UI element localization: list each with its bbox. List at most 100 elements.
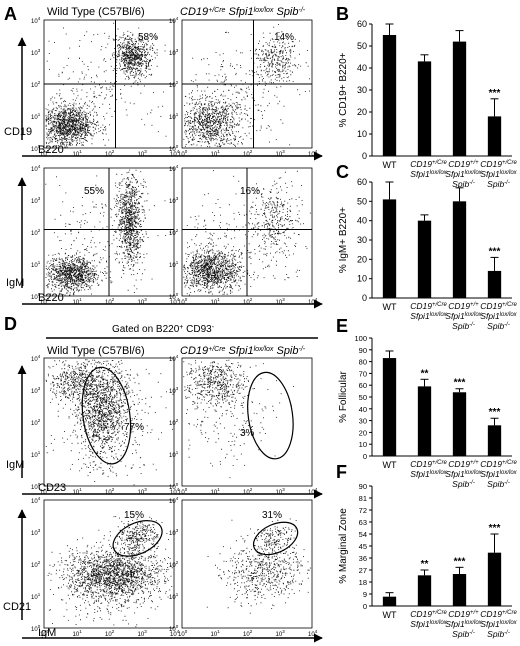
y-tick-label: 100	[31, 482, 41, 491]
category-label: WT	[383, 460, 397, 470]
y-tick-label: 103	[31, 386, 41, 395]
x-tick-label: 102	[105, 487, 115, 496]
bar	[452, 41, 467, 156]
category-label: Sfpi1lox/lox	[445, 169, 482, 179]
bar	[487, 552, 502, 606]
x-tick-label: 104	[170, 487, 180, 496]
y-tick-label: 50	[359, 393, 367, 402]
x-tick-label: 103	[138, 487, 148, 496]
x-tick-label: 102	[105, 629, 115, 638]
significance-label: ***	[489, 523, 501, 534]
y-tick-label: 101	[169, 450, 179, 459]
y-tick-label: 100	[169, 482, 179, 491]
y-tick-label: 30	[357, 235, 367, 245]
category-label: CD19+/Cre	[410, 301, 447, 311]
panel-letter-f: F	[336, 462, 347, 482]
y-tick-label: 0	[363, 452, 367, 461]
y-tick-label: 50	[357, 41, 367, 51]
y-tick-label: 102	[31, 80, 41, 89]
y-tick-label: 10	[357, 274, 367, 284]
category-label: Sfpi1lox/lox	[480, 619, 517, 629]
ellipse-gate	[247, 371, 294, 460]
y-tick-label: 20	[357, 254, 367, 264]
x-tick-label: 100	[178, 149, 188, 158]
y-tick-label: 0	[363, 602, 367, 611]
bar	[382, 596, 397, 606]
y-tick-label: 45	[359, 542, 367, 551]
y-tick-label: 101	[169, 592, 179, 601]
category-label: CD19+/Cre	[480, 159, 517, 169]
ellipse-gate	[252, 521, 299, 556]
x-tick-label: 103	[276, 487, 286, 496]
category-label: Sfpi1lox/lox	[445, 469, 482, 479]
bar	[487, 116, 502, 156]
y-axis-label: % IgM+ B220+	[338, 207, 349, 273]
bar	[452, 574, 467, 606]
x-tick-label: 103	[138, 297, 148, 306]
category-label: CD19+/Cre	[480, 609, 517, 619]
x-tick-label: 102	[243, 487, 253, 496]
x-tick-label: 100	[40, 297, 50, 306]
xlabel-igm-d: IgM	[38, 627, 56, 639]
y-tick-label: 72	[359, 506, 367, 515]
significance-label: ***	[489, 407, 501, 418]
y-tick-label: 60	[357, 19, 367, 29]
x-tick-label: 104	[170, 297, 180, 306]
gate-label: Gated on B220+ CD93-	[112, 324, 215, 336]
y-tick-label: 102	[169, 80, 179, 89]
x-tick-label: 101	[211, 149, 221, 158]
y-tick-label: 20	[359, 428, 367, 437]
x-tick-label: 103	[276, 149, 286, 158]
panel-letter-e: E	[336, 316, 348, 336]
category-label: Spib-/-	[487, 179, 510, 189]
y-tick-label: 81	[359, 494, 367, 503]
x-tick-label: 103	[138, 629, 148, 638]
y-tick-label: 63	[359, 518, 367, 527]
y-tick-label: 104	[31, 354, 41, 363]
y-tick-label: 101	[169, 260, 179, 269]
x-tick-label: 102	[105, 149, 115, 158]
category-label: Spib-/-	[487, 629, 510, 639]
scatter-events	[183, 24, 310, 148]
x-tick-label: 104	[170, 149, 180, 158]
y-tick-label: 100	[169, 624, 179, 633]
bar	[417, 575, 432, 606]
y-tick-label: 104	[169, 16, 179, 25]
y-tick-label: 103	[169, 196, 179, 205]
category-label: Sfpi1lox/lox	[480, 311, 517, 321]
y-tick-label: 9	[363, 590, 367, 599]
y-tick-label: 104	[169, 164, 179, 173]
ellipse-gate	[81, 366, 132, 465]
y-tick-label: 103	[31, 528, 41, 537]
y-tick-label: 100	[169, 292, 179, 301]
wt-header-d: Wild Type (C57Bl/6)	[47, 345, 145, 357]
bar	[382, 199, 397, 298]
pct-ko-d-top: 3%	[240, 428, 255, 439]
category-label: Sfpi1lox/lox	[410, 619, 447, 629]
category-label: CD19+/Cre	[480, 459, 517, 469]
category-label: CD19+/Cre	[410, 609, 447, 619]
plot-frame	[43, 357, 175, 487]
x-tick-label: 101	[73, 487, 83, 496]
ylabel-igm-a: IgM	[6, 277, 24, 289]
y-tick-label: 103	[31, 48, 41, 57]
bar	[487, 270, 502, 298]
y-tick-label: 10	[357, 129, 367, 139]
scatter-events	[206, 518, 311, 614]
category-label: WT	[383, 302, 397, 312]
y-tick-label: 40	[359, 405, 367, 414]
xlabel-b220-bottom: B220	[38, 292, 64, 304]
x-tick-label: 100	[40, 629, 50, 638]
category-label: CD19+/Cre	[480, 301, 517, 311]
category-label: Spib-/-	[487, 321, 510, 331]
y-tick-label: 100	[354, 334, 367, 343]
y-tick-label: 100	[31, 292, 41, 301]
y-tick-label: 103	[31, 196, 41, 205]
y-tick-label: 100	[31, 144, 41, 153]
bar	[382, 35, 397, 156]
